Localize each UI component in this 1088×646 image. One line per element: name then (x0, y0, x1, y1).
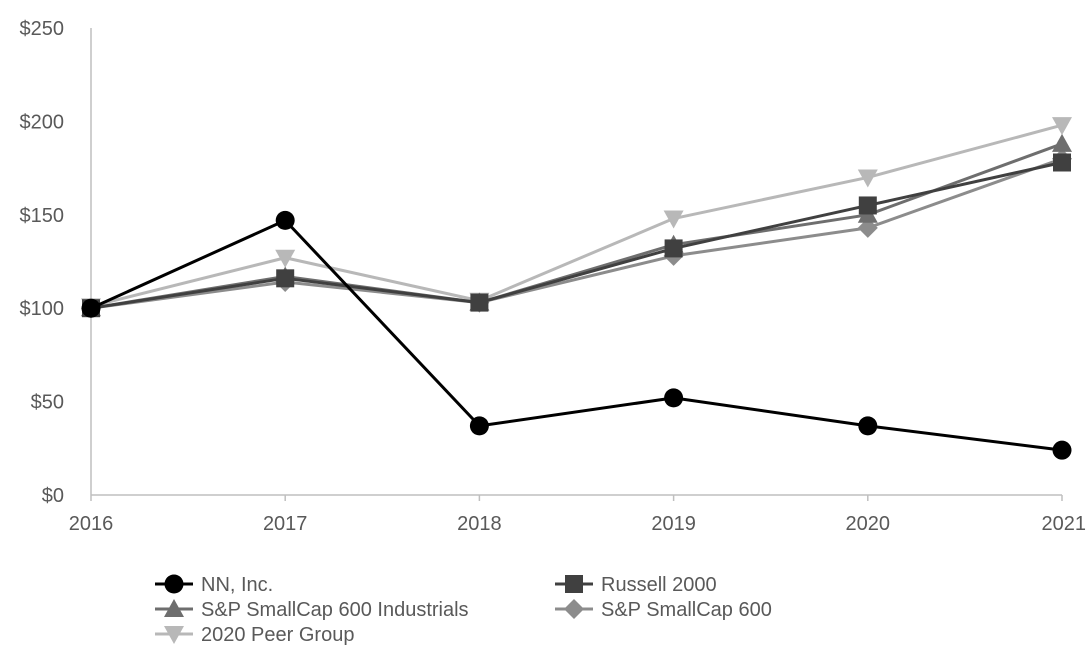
legend-label: NN, Inc. (201, 574, 273, 596)
series-line (90, 157, 1063, 310)
series-s-p-smallcap-600 (81, 148, 1072, 319)
y-tick-label: $150 (20, 205, 65, 227)
data-point (469, 416, 489, 436)
legend-item: S&P SmallCap 600 (555, 599, 772, 621)
series-line (90, 142, 1063, 310)
data-point (81, 298, 101, 318)
data-point (276, 269, 295, 288)
x-tick-label: 2019 (651, 513, 696, 535)
data-point (664, 388, 684, 408)
x-tick-label: 2017 (263, 513, 308, 535)
axes (90, 28, 1062, 496)
data-point (664, 239, 683, 258)
x-tick-label: 2021 (1042, 513, 1087, 535)
x-tick-labels: 2016 2017 2018 2019 2020 2021 (69, 513, 1086, 535)
legend-item: Russell 2000 (555, 574, 717, 596)
legend-label: Russell 2000 (601, 574, 717, 596)
data-point (858, 196, 877, 215)
legend-marker (565, 575, 583, 593)
legend: NN, Inc. Russell 2000 S&P SmallCap 600 Ind… (155, 574, 772, 646)
data-point (1052, 440, 1072, 460)
legend-item: 2020 Peer Group (155, 624, 354, 646)
legend-marker (564, 599, 584, 619)
data-point (1053, 153, 1071, 172)
data-point (858, 416, 878, 436)
y-tick-label: $250 (20, 18, 65, 40)
series-line (90, 123, 1063, 308)
legend-label: 2020 Peer Group (201, 624, 354, 646)
x-tick-label: 2020 (846, 513, 891, 535)
data-point (857, 217, 878, 238)
legend-marker (164, 574, 184, 594)
y-tick-label: $50 (31, 392, 64, 414)
y-tick-label: $0 (42, 485, 64, 507)
series-line (90, 161, 1063, 310)
y-tick-labels: $0 $50 $100 $150 $200 $250 (20, 18, 65, 507)
series-russell-2000 (82, 153, 1071, 318)
legend-item: S&P SmallCap 600 Industrials (155, 599, 469, 621)
legend-label: S&P SmallCap 600 (601, 599, 772, 621)
data-point (857, 169, 878, 188)
legend-marker (164, 599, 184, 617)
data-point (663, 210, 684, 229)
y-tick-label: $200 (20, 111, 65, 133)
x-tick-label: 2016 (69, 513, 114, 535)
data-point (275, 210, 295, 230)
series-line (90, 218, 1063, 452)
legend-label: S&P SmallCap 600 Industrials (201, 599, 469, 621)
legend-marker (164, 626, 184, 644)
y-tick-label: $100 (20, 298, 65, 320)
data-point (1052, 117, 1072, 136)
x-tick-label: 2018 (457, 513, 502, 535)
data-point (275, 249, 296, 268)
series-nn-inc- (81, 210, 1072, 460)
series-layer (81, 117, 1072, 460)
x-tick-marks (90, 495, 1063, 501)
legend-item: NN, Inc. (155, 574, 273, 596)
data-point (470, 293, 489, 312)
data-point (1052, 133, 1072, 152)
